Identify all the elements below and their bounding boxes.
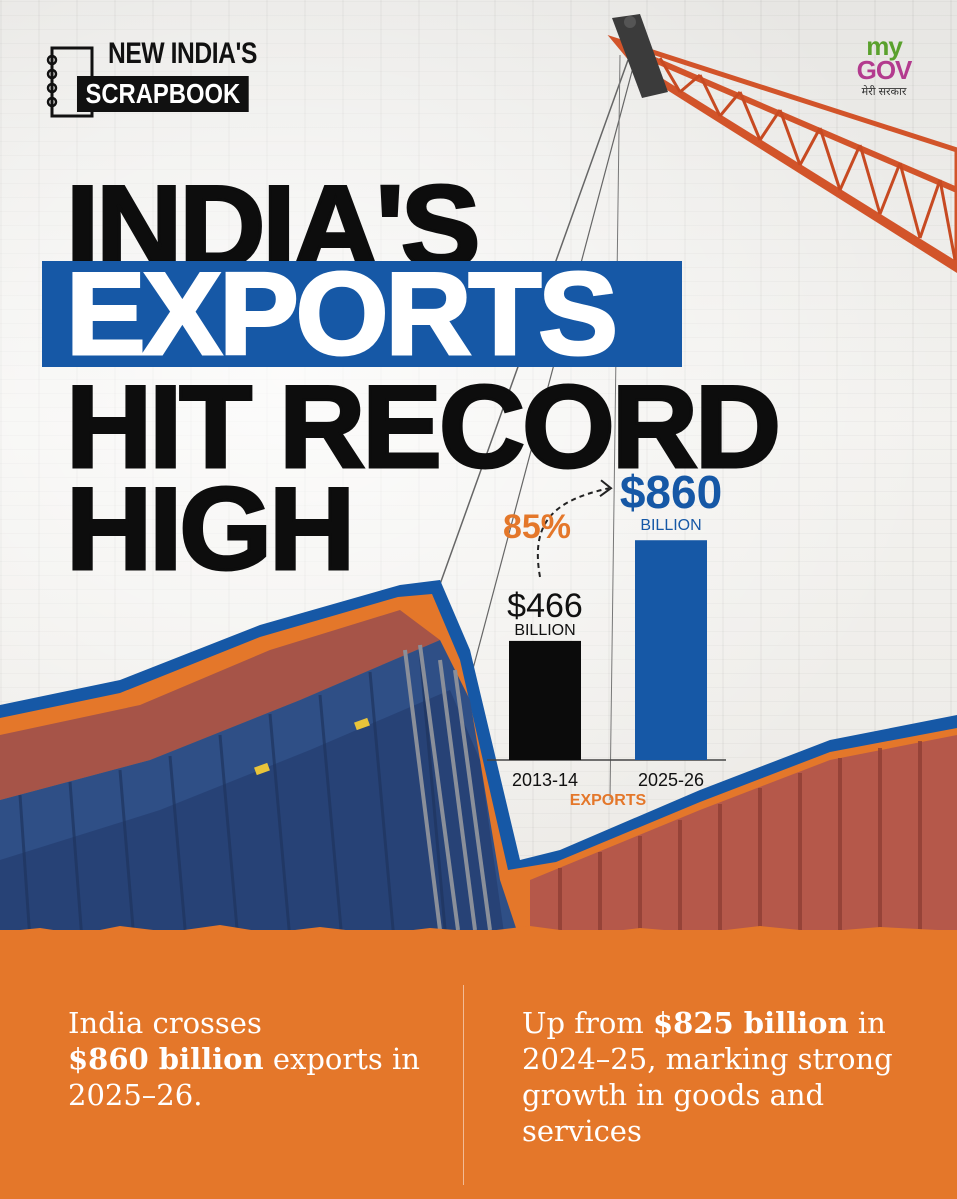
fact-left-post2: 2025–26. xyxy=(68,1078,203,1112)
x-tick-label-2013-14: 2013-14 xyxy=(512,770,578,790)
fact-right-line4: services xyxy=(522,1114,642,1148)
fact-right: Up from $825 billion in 2024–25, marking… xyxy=(522,1005,932,1149)
facts-panel xyxy=(0,930,957,1199)
headline-line-2: EXPORTS xyxy=(64,248,619,379)
shipping-containers-image xyxy=(0,580,957,941)
crane-icon xyxy=(607,14,957,273)
fact-right-line2: 2024–25, marking strong xyxy=(522,1042,893,1076)
mygov-tagline: मेरी सरकार xyxy=(861,86,907,98)
scrapbook-logo-top: NEW INDIA'S xyxy=(108,37,257,70)
mygov-gov: GOV xyxy=(856,55,913,85)
fact-left-post: exports in xyxy=(272,1042,420,1076)
fact-right-bold: $825 billion xyxy=(653,1006,849,1040)
scrapbook-logo-bottom: SCRAPBOOK xyxy=(77,76,249,112)
growth-arrow xyxy=(536,487,610,578)
unit-label-2013-14: BILLION xyxy=(514,622,575,639)
unit-label-2025-26: BILLION xyxy=(640,517,701,534)
value-label-2025-26: $860 xyxy=(620,466,722,518)
x-tick-label-2025-26: 2025-26 xyxy=(638,770,704,790)
bar-2013-14 xyxy=(509,640,581,760)
mygov-logo: my GOV मेरी सरकार xyxy=(838,31,930,99)
mygov-my: my xyxy=(866,31,903,61)
facts-divider xyxy=(463,985,464,1185)
fact-left-bold: $860 billion xyxy=(68,1042,264,1076)
headline-line-4: HIGH xyxy=(64,463,356,594)
scrapbook-logo: NEW INDIA'S SCRAPBOOK xyxy=(68,37,290,112)
x-axis-label: EXPORTS xyxy=(570,792,647,809)
fact-right-post: in xyxy=(857,1006,886,1040)
growth-arrowhead xyxy=(599,479,613,498)
fact-left-pre: India crosses xyxy=(68,1006,262,1040)
value-label-2013-14: $466 xyxy=(507,587,583,625)
fact-left: India crosses $860 billion exports in 20… xyxy=(68,1005,448,1113)
growth-label: 85% xyxy=(503,508,571,546)
fact-right-line3: growth in goods and xyxy=(522,1078,825,1112)
headline-line-3: HIT RECORD xyxy=(64,361,782,492)
bar-2025-26 xyxy=(635,540,707,760)
headline-highlight-band xyxy=(42,261,682,367)
fact-right-pre: Up from xyxy=(522,1006,644,1040)
exports-bar-chart: 2013-14 2025-26$466BILLION$860BILLION85%E… xyxy=(487,466,726,809)
